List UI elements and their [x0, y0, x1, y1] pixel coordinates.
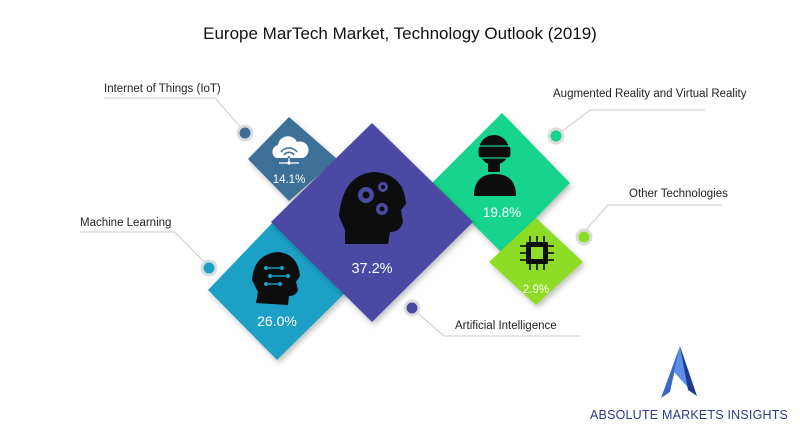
vr-headset-icon — [474, 135, 516, 196]
callout-dot-arvr — [547, 127, 565, 145]
chart-title: Europe MarTech Market, Technology Outloo… — [203, 24, 597, 43]
diamond-internet-of-things[interactable] — [248, 117, 337, 201]
value-label-arvr: 19.8% — [483, 205, 521, 220]
callout-label-ai: Artificial Intelligence — [455, 320, 557, 332]
callout-dot-iot — [236, 124, 254, 142]
cloud-wifi-icon — [272, 136, 309, 165]
callout-line-arvr — [559, 109, 705, 134]
callout-label-iot: Internet of Things (IoT) — [104, 83, 221, 95]
callout-dot-ai — [403, 299, 421, 317]
brand-name: ABSOLUTE MARKETS INSIGHTS — [590, 408, 789, 422]
callout-line-ml — [80, 231, 208, 266]
brain-circuit-icon — [252, 252, 300, 305]
callout-label-other: Other Technologies — [629, 188, 728, 200]
callout-dot-other — [575, 228, 593, 246]
callout-line-other — [582, 204, 722, 234]
mountain-peak-logo — [661, 346, 697, 398]
callout-line-ai — [413, 309, 580, 337]
callout-label-arvr: Augmented Reality and Virtual Reality — [553, 88, 747, 100]
value-label-ml: 26.0% — [257, 313, 297, 329]
value-label-other: 2.9% — [523, 284, 549, 296]
callout-dot-ml — [200, 259, 218, 277]
callout-label-ml: Machine Learning — [80, 217, 172, 229]
callout-line-iot — [104, 97, 244, 131]
head-gears-icon — [339, 172, 406, 244]
value-label-iot: 14.1% — [273, 174, 306, 186]
chip-icon — [520, 236, 554, 270]
value-label-ai: 37.2% — [351, 261, 392, 277]
